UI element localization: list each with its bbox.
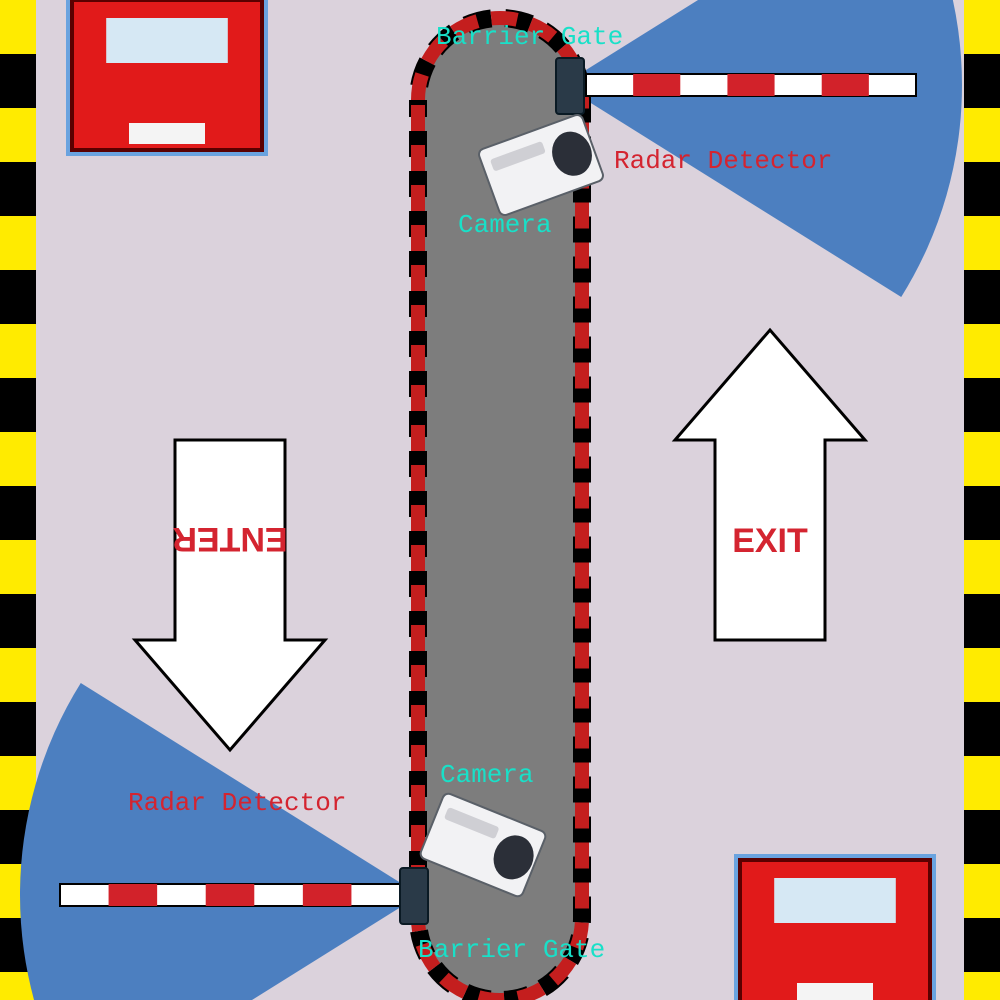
label-camera_top: Camera — [458, 210, 552, 240]
enter-arrow: ENTER — [135, 440, 325, 750]
label-barrier_top: Barrier Gate — [436, 22, 623, 52]
svg-text:ENTER: ENTER — [172, 520, 287, 558]
parking-diagram: EXIT ENTER Barrier Gate Radar Detector Came… — [0, 0, 1000, 1000]
exit-arrow: EXIT — [675, 330, 865, 640]
car-exit — [734, 854, 936, 1000]
label-radar_bottom: Radar Detector — [128, 788, 346, 818]
label-radar_top: Radar Detector — [614, 146, 832, 176]
car-enter — [66, 0, 268, 156]
svg-text:EXIT: EXIT — [732, 522, 808, 560]
label-camera_bottom: Camera — [440, 760, 534, 790]
label-barrier_bottom: Barrier Gate — [418, 935, 605, 965]
diagram-svg: EXIT ENTER — [0, 0, 1000, 1000]
